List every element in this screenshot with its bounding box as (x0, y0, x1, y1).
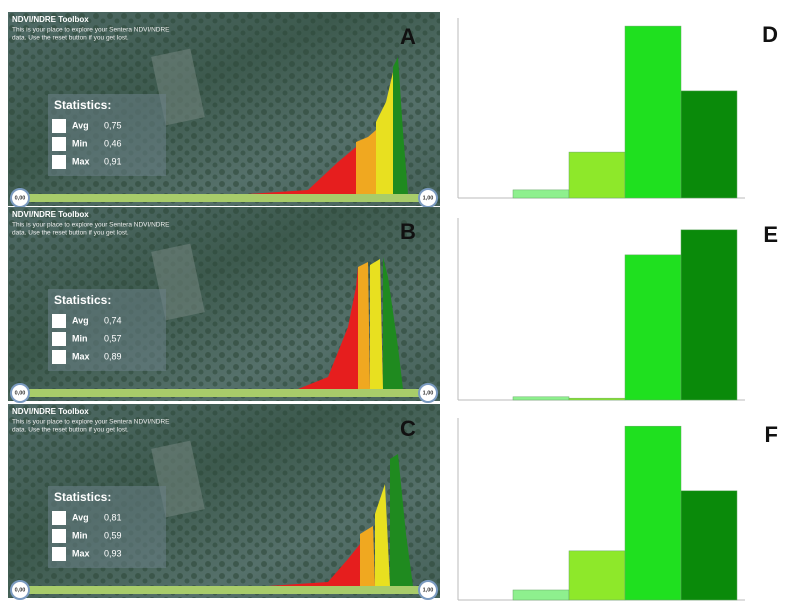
stat-value: 0,93 (104, 548, 122, 558)
histogram-area (356, 130, 376, 194)
statistics-box (48, 289, 166, 371)
slider-handle[interactable] (418, 580, 438, 600)
toolbox-description: This is your place to explore your Sente… (12, 419, 170, 426)
statistics-box (48, 94, 166, 176)
toolbox-title: NDVI/NDRE Toolbox (12, 210, 89, 219)
slider-min: 0,00 (15, 390, 26, 396)
stat-name: Avg (72, 512, 89, 522)
stat-checkbox[interactable] (52, 511, 66, 525)
statistics-heading: Statistics: (54, 293, 111, 307)
histogram-area (358, 262, 370, 389)
histogram-bar (512, 589, 570, 601)
toolbox-title: NDVI/NDRE Toolbox (12, 15, 89, 24)
slider-max: 1,00 (423, 587, 434, 593)
stat-value: 0,59 (104, 530, 122, 540)
histogram-bar (568, 151, 626, 199)
chart-label: F (765, 422, 778, 447)
chart-label: D (762, 22, 778, 47)
stat-value: 0,74 (104, 315, 122, 325)
toolbox-title: NDVI/NDRE Toolbox (12, 407, 89, 416)
stat-name: Min (72, 138, 88, 148)
histogram-bar (512, 396, 570, 401)
histogram-area (393, 57, 408, 194)
slider-track (26, 586, 422, 594)
histogram-bar (624, 254, 682, 401)
panel-label: C (400, 416, 416, 441)
statistics-heading: Statistics: (54, 98, 111, 112)
chart-label: E (763, 222, 778, 247)
slider-handle[interactable] (418, 383, 438, 403)
stat-value: 0,91 (104, 156, 122, 166)
stat-checkbox[interactable] (52, 350, 66, 364)
statistics-box (48, 486, 166, 568)
slider-min: 0,00 (15, 587, 26, 593)
stat-name: Min (72, 530, 88, 540)
histogram-area (383, 257, 403, 389)
histogram-bar (512, 189, 570, 199)
stat-checkbox[interactable] (52, 332, 66, 346)
slider-handle[interactable] (10, 580, 30, 600)
panel-label: A (400, 24, 416, 49)
stat-name: Max (72, 351, 90, 361)
slider-max: 1,00 (423, 195, 434, 201)
histogram-area (248, 147, 356, 194)
stat-name: Min (72, 333, 88, 343)
histogram-bar (568, 397, 626, 401)
stat-checkbox[interactable] (52, 314, 66, 328)
slider-handle[interactable] (10, 383, 30, 403)
histogram-area (360, 526, 375, 586)
histogram-area (375, 484, 390, 586)
stat-name: Max (72, 156, 90, 166)
slider-track (26, 194, 422, 202)
screenshot-panel: NDVI/NDRE Toolbox This is your place to e… (8, 404, 440, 600)
histogram-area (370, 259, 383, 389)
histogram-area (390, 454, 413, 586)
toolbox-description: data. Use the reset button if you get lo… (12, 35, 129, 42)
stat-name: Avg (72, 120, 89, 130)
toolbox-description: data. Use the reset button if you get lo… (12, 427, 129, 434)
histogram-bar (568, 550, 626, 601)
panel-label: B (400, 219, 416, 244)
histogram-area (268, 544, 360, 586)
histogram-bar (624, 25, 682, 199)
stat-value: 0,46 (104, 138, 122, 148)
screenshot-panel: NDVI/NDRE Toolbox This is your place to e… (8, 12, 440, 208)
toolbox-description: data. Use the reset button if you get lo… (12, 230, 129, 237)
stat-value: 0,57 (104, 333, 122, 343)
slider-max: 1,00 (423, 390, 434, 396)
stat-name: Max (72, 548, 90, 558)
slider-min: 0,00 (15, 195, 26, 201)
toolbox-description: This is your place to explore your Sente… (12, 27, 170, 34)
stat-name: Avg (72, 315, 89, 325)
stat-checkbox[interactable] (52, 547, 66, 561)
slider-track (26, 389, 422, 397)
stat-checkbox[interactable] (52, 529, 66, 543)
stat-checkbox[interactable] (52, 155, 66, 169)
statistics-heading: Statistics: (54, 490, 111, 504)
screenshot-panel: NDVI/NDRE Toolbox This is your place to e… (8, 207, 440, 403)
histogram-area (298, 267, 358, 389)
stat-checkbox[interactable] (52, 119, 66, 133)
stat-value: 0,89 (104, 351, 122, 361)
stat-value: 0,75 (104, 120, 122, 130)
histogram-bar (680, 90, 738, 199)
histogram-bar (680, 490, 738, 601)
histogram-bar (680, 229, 738, 401)
stat-checkbox[interactable] (52, 137, 66, 151)
stat-value: 0,81 (104, 512, 122, 522)
toolbox-description: This is your place to explore your Sente… (12, 222, 170, 229)
histogram-area (376, 72, 393, 194)
histogram-bar (624, 425, 682, 601)
